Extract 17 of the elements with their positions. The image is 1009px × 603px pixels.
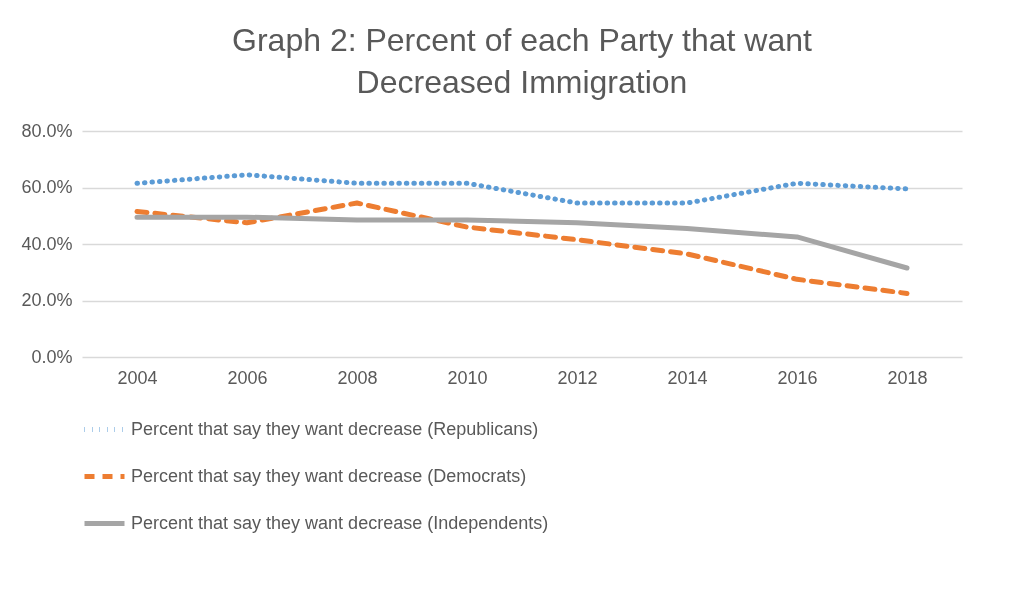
legend-label: Percent that say they want decrease (Independents): [131, 512, 549, 533]
x-tick-label: 2006: [227, 367, 268, 388]
legend-label: Percent that say they want decrease (Democrats): [131, 465, 527, 486]
chart-title: Graph 2: Percent of each Party that want Decreased Immigration: [232, 22, 813, 100]
x-tick-label: 2008: [337, 367, 378, 388]
x-tick-label: 2010: [447, 367, 488, 388]
x-tick-label: 2004: [117, 367, 158, 388]
y-tick-label: 40.0%: [21, 233, 73, 254]
y-tick-label: 0.0%: [31, 346, 73, 367]
y-tick-label: 20.0%: [21, 290, 73, 310]
x-tick-label: 2016: [777, 367, 818, 388]
x-tick-label: 2012: [557, 367, 598, 388]
y-tick-label: 80.0%: [21, 120, 73, 141]
x-tick-label: 2018: [887, 367, 928, 388]
y-tick-label: 60.0%: [21, 177, 73, 197]
legend-label: Percent that say they want decrease (Republicans): [131, 418, 539, 439]
x-tick-label: 2014: [667, 367, 708, 388]
